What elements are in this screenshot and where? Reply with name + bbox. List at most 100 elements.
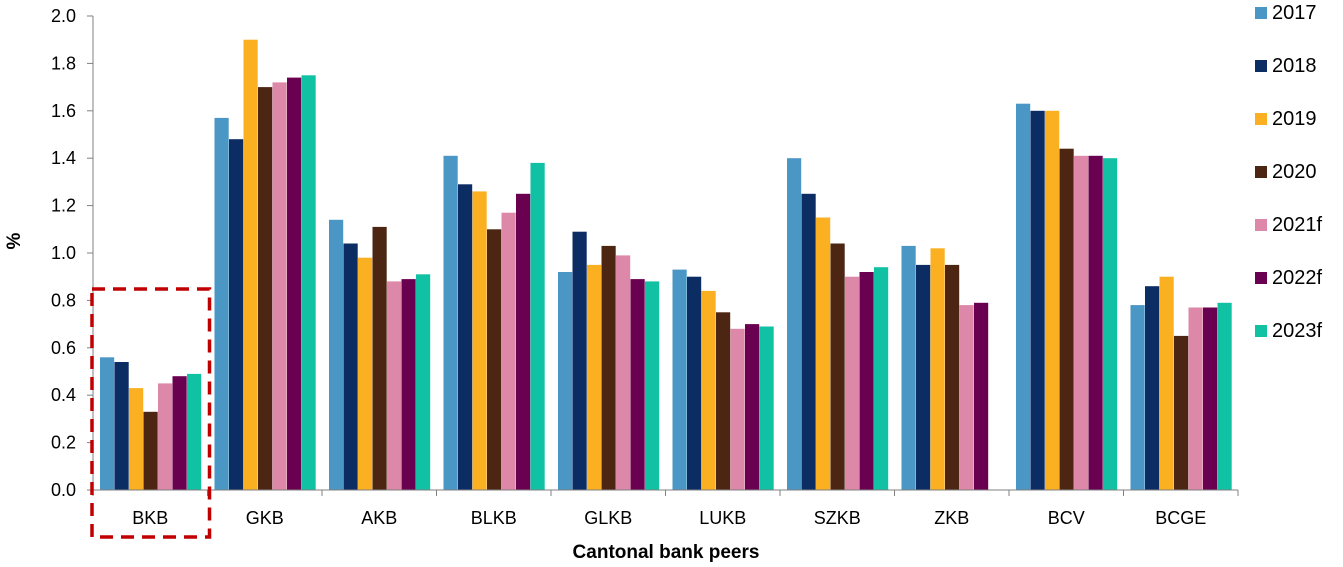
bar-akb-2022f [401, 279, 416, 490]
bar-blkb-2017 [443, 155, 458, 491]
bar-gkb-2021f [272, 82, 287, 491]
y-axis-ticks: 0.0 0.2 0.4 0.6 0.8 1.0 1.2 1.4 1.6 1.8 2.0 [51, 6, 93, 500]
bar-bkb-2017 [100, 357, 115, 490]
bar-glkb-2019 [587, 264, 602, 490]
bar-zkb-2017 [901, 245, 916, 490]
bar-bcv-2023f [1103, 158, 1118, 490]
x-tick-label-szkb: SZKB [814, 508, 861, 528]
bar-gkb-2023f [301, 75, 316, 491]
x-tick-label-zkb: ZKB [934, 508, 969, 528]
legend-swatch-2022f [1255, 272, 1267, 284]
y-tick-label: 0.6 [51, 338, 76, 358]
x-tick-label-bkb: BKB [132, 508, 168, 528]
bar-lukb-2022f [745, 324, 760, 490]
bar-akb-2021f [387, 281, 402, 490]
legend-swatch-2021f [1255, 219, 1267, 231]
bar-bcge-2018 [1145, 286, 1160, 490]
legend-swatch-2019 [1255, 113, 1267, 125]
highlight-group [90, 287, 212, 539]
x-tick-label-lukb: LUKB [699, 508, 746, 528]
y-tick-label: 1.0 [51, 243, 76, 263]
legend-label-2023f: 2023f [1272, 320, 1322, 342]
y-tick-label: 2.0 [51, 6, 76, 26]
y-tick-label: 1.8 [51, 53, 76, 73]
legend-swatch-2018 [1255, 60, 1267, 72]
bar-bcge-2019 [1159, 276, 1174, 490]
bar-gkb-2020 [258, 87, 273, 490]
bar-lukb-2023f [759, 326, 774, 490]
bar-blkb-2020 [487, 229, 502, 491]
y-tick-label: 1.6 [51, 101, 76, 121]
bar-szkb-2017 [787, 158, 802, 490]
x-tick-label-bcge: BCGE [1155, 508, 1206, 528]
bar-gkb-2018 [229, 139, 244, 490]
bar-bkb-2020 [143, 411, 158, 490]
bar-akb-2023f [416, 274, 431, 490]
bar-gkb-2017 [214, 117, 229, 491]
x-axis-title: Cantonal bank peers [573, 542, 760, 563]
bar-bkb-2018 [114, 362, 129, 490]
y-tick-label: 1.2 [51, 196, 76, 216]
bar-blkb-2019 [472, 191, 487, 490]
legend-label-2017: 2017 [1272, 2, 1317, 24]
bar-bcv-2017 [1016, 103, 1031, 490]
bar-glkb-2022f [630, 279, 645, 490]
x-tick-label-gkb: GKB [246, 508, 284, 528]
legend-swatch-2020 [1255, 166, 1267, 178]
bar-glkb-2023f [645, 281, 660, 490]
highlight-box-bkb [90, 287, 212, 539]
bar-glkb-2021f [616, 255, 631, 490]
legend-swatch-2017 [1255, 7, 1267, 19]
bar-szkb-2021f [845, 276, 860, 490]
bar-bkb-2023f [187, 373, 202, 490]
bar-szkb-2019 [816, 217, 831, 490]
bar-szkb-2018 [801, 193, 816, 491]
x-tick-label-glkb: GLKB [584, 508, 632, 528]
bar-zkb-2021f [959, 305, 974, 490]
bar-zkb-2022f [974, 302, 989, 490]
y-axis-title: % [4, 232, 25, 249]
bar-szkb-2020 [830, 243, 845, 490]
bar-akb-2017 [329, 219, 344, 491]
x-tick-label-bcv: BCV [1048, 508, 1085, 528]
bar-lukb-2021f [730, 328, 745, 490]
legend-label-2018: 2018 [1272, 55, 1317, 77]
bar-akb-2020 [372, 226, 387, 490]
y-tick-label: 0.0 [51, 480, 76, 500]
y-tick-label: 0.2 [51, 433, 76, 453]
y-tick-label: 0.8 [51, 290, 76, 310]
bar-lukb-2017 [672, 269, 687, 490]
legend-label-2020: 2020 [1272, 161, 1317, 183]
bar-bcge-2023f [1217, 302, 1232, 490]
legend: 2017 2018 2019 2020 2021f 2022f 2023f [1255, 2, 1322, 342]
y-tick-label: 0.4 [51, 385, 76, 405]
bar-bcv-2021f [1074, 155, 1089, 491]
bar-lukb-2018 [687, 276, 702, 490]
x-tick-label-blkb: BLKB [471, 508, 517, 528]
bar-akb-2018 [343, 243, 358, 490]
bar-glkb-2018 [572, 231, 587, 490]
bar-bkb-2022f [172, 376, 187, 490]
x-axis-ticks: BKB GKB AKB BLKB GLKB LUKB SZKB ZKB BCV BCGE [92, 490, 1239, 528]
bar-blkb-2021f [501, 212, 516, 490]
bar-zkb-2018 [916, 264, 931, 490]
bar-bcge-2021f [1188, 307, 1203, 490]
y-tick-label: 1.4 [51, 148, 76, 168]
bar-szkb-2023f [874, 267, 889, 490]
bar-zkb-2020 [945, 264, 960, 490]
legend-swatch-2023f [1255, 325, 1267, 337]
legend-label-2022f: 2022f [1272, 267, 1322, 289]
bar-glkb-2017 [558, 272, 573, 490]
bar-gkb-2022f [287, 77, 302, 490]
bar-bcv-2019 [1045, 110, 1060, 491]
bar-zkb-2019 [930, 248, 945, 490]
bar-bcge-2017 [1130, 305, 1145, 490]
bar-akb-2019 [358, 257, 373, 490]
bar-bcv-2018 [1030, 110, 1045, 491]
bar-blkb-2023f [530, 162, 545, 490]
bar-szkb-2022f [859, 272, 874, 490]
bars-group [100, 39, 1232, 491]
bar-blkb-2018 [458, 184, 473, 491]
